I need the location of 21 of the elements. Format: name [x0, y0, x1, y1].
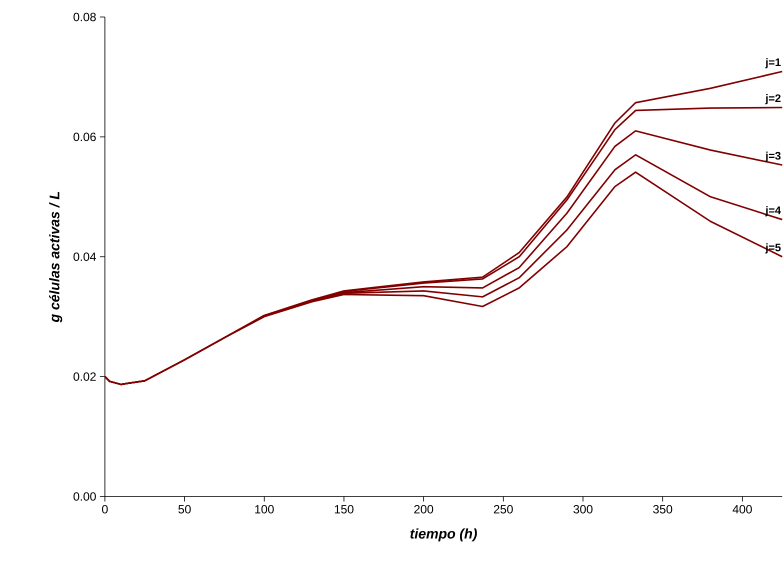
x-tick-label: 200: [414, 504, 434, 514]
series-label: j=5: [765, 243, 781, 254]
x-axis-title: tiempo (h): [410, 528, 477, 542]
y-tick-label: 0.08: [74, 12, 96, 22]
y-tick-label: 0.06: [74, 132, 96, 141]
x-tick-label: 250: [494, 504, 513, 514]
y-tick-label: 0.00: [74, 492, 96, 501]
x-tick-label: 300: [573, 504, 593, 514]
series-label: j=2: [765, 94, 781, 104]
x-tick-label: 150: [334, 504, 354, 514]
y-axis-title: g células activas / L: [49, 192, 62, 322]
x-tick-label: 400: [732, 504, 752, 514]
series-label: j=4: [765, 206, 781, 216]
series-label: j=1: [765, 58, 781, 68]
x-tick-label: 100: [255, 504, 274, 514]
x-tick-label: 50: [178, 504, 191, 514]
x-tick-label: 350: [653, 504, 672, 514]
x-tick-label: 0: [102, 504, 108, 514]
y-tick-label: 0.04: [74, 252, 96, 261]
series-label: j=3: [765, 151, 781, 162]
y-tick-label: 0.02: [74, 372, 96, 381]
